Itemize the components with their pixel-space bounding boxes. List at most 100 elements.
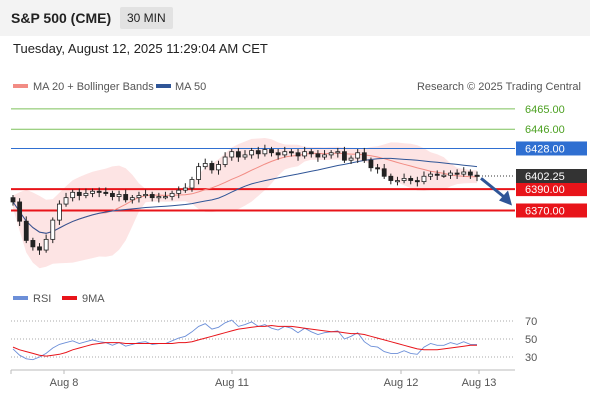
candle-body — [50, 219, 56, 240]
candle-body — [96, 190, 102, 193]
candle-body — [434, 173, 440, 176]
last-price-tag — [516, 169, 587, 184]
level-label-6370.00: 6370.00 — [525, 205, 565, 217]
forecast-arrow-head — [499, 190, 512, 206]
rsi-legend-swatch — [13, 296, 28, 300]
candle-body — [401, 178, 407, 181]
rsi-tick-70: 70 — [525, 316, 537, 328]
candle-body — [335, 151, 341, 154]
rsi-tick-30: 30 — [525, 352, 537, 364]
candle-body — [328, 152, 334, 156]
candle-body — [222, 156, 228, 165]
level-label-6446.00: 6446.00 — [525, 124, 565, 136]
candle-body — [176, 189, 182, 194]
candle-body — [235, 151, 241, 158]
candle-body — [242, 154, 248, 158]
candle-body — [388, 175, 394, 181]
candle-body — [70, 191, 76, 199]
time-label-Aug-13: Aug 13 — [462, 377, 497, 389]
candle-body — [37, 246, 42, 251]
level-label-6390.00: 6390.00 — [525, 184, 565, 196]
candle-body — [209, 163, 215, 171]
level-tag-6428.00 — [516, 141, 587, 156]
candle-body — [189, 179, 195, 189]
time-label-Aug-12: Aug 12 — [384, 377, 419, 389]
candle-body — [361, 152, 367, 161]
price-levels: 6465.00 6446.00 6428.00 6390.00 6370.00 — [11, 104, 587, 218]
candle-body — [57, 203, 62, 221]
candle-body — [275, 152, 281, 156]
last-price-label: 6402.25 — [525, 171, 565, 183]
candle-body — [454, 172, 460, 175]
candle-body — [182, 187, 188, 191]
candle-body — [302, 151, 308, 157]
datetime-label: Tuesday, August 12, 2025 11:29:04 AM CET — [13, 41, 268, 56]
candle-body — [342, 151, 347, 161]
candle-body — [196, 166, 202, 180]
rsi-line — [12, 319, 477, 361]
candle-body — [169, 192, 175, 197]
candle-body — [63, 197, 69, 205]
ma50-line — [12, 157, 478, 234]
candle-body — [90, 190, 95, 194]
ma9-legend-swatch — [62, 296, 77, 300]
candle-body — [143, 194, 148, 197]
rsi-tick-50: 50 — [525, 334, 537, 346]
candle-body — [428, 173, 434, 177]
level-tag-6370.00 — [516, 203, 587, 218]
candle-body — [315, 153, 321, 158]
candle-body — [116, 194, 122, 197]
forecast-arrow-shaft — [480, 177, 507, 200]
credit-text: Research © 2025 Trading Central — [417, 81, 581, 93]
candle-body — [255, 150, 261, 155]
candle-body — [249, 150, 255, 156]
candle-body — [474, 174, 480, 177]
candle-body — [467, 171, 473, 176]
ma20-legend-swatch — [13, 84, 28, 88]
candle-body — [30, 240, 36, 248]
timeframe-badge[interactable]: 30 MIN — [120, 7, 173, 29]
candle-body — [123, 194, 129, 201]
ma9-legend-label: 9MA — [82, 293, 105, 305]
candle-body — [202, 163, 208, 168]
rsi-legend-label: RSI — [33, 293, 51, 305]
candle-body — [282, 151, 288, 156]
candle-body — [23, 220, 29, 241]
instrument-title: S&P 500 (CME) — [11, 10, 112, 26]
candle-body — [136, 195, 142, 199]
candle-body — [368, 159, 374, 169]
candle-body — [381, 168, 387, 177]
candle-body — [262, 149, 268, 155]
level-label-6428.00: 6428.00 — [525, 143, 565, 155]
level-label-6465.00: 6465.00 — [525, 104, 565, 116]
candle-body — [448, 172, 453, 176]
candle-body — [322, 154, 327, 158]
candle-body — [308, 151, 314, 155]
candle-body — [295, 152, 301, 157]
rsi-ma-line — [12, 324, 477, 357]
candle-body — [103, 191, 109, 194]
candle-body — [375, 167, 380, 170]
candle-body — [461, 171, 467, 175]
candle-body — [216, 164, 221, 171]
ma50-legend-label: MA 50 — [175, 81, 206, 93]
ma20-legend-label: MA 20 + Bollinger Bands — [33, 81, 154, 93]
rsi-panel: 70 50 30 — [11, 316, 537, 364]
candle-body — [355, 152, 361, 159]
candle-body — [156, 196, 162, 199]
candle-body — [441, 174, 447, 177]
forecast-arrow — [480, 177, 512, 206]
candle-body — [395, 180, 400, 183]
bollinger-fill — [13, 138, 477, 269]
candle-body — [76, 191, 82, 196]
candle-body — [129, 197, 135, 201]
candle-body — [421, 175, 427, 183]
candle-body — [348, 157, 354, 161]
last-price: 6402.25 — [479, 169, 587, 184]
candlesticks — [10, 144, 480, 255]
time-axis: Aug 8 Aug 11 Aug 12 Aug 13 — [10, 369, 515, 389]
ma50-legend-swatch — [156, 84, 171, 88]
candle-body — [10, 197, 16, 203]
time-label-Aug-11: Aug 11 — [215, 377, 249, 389]
